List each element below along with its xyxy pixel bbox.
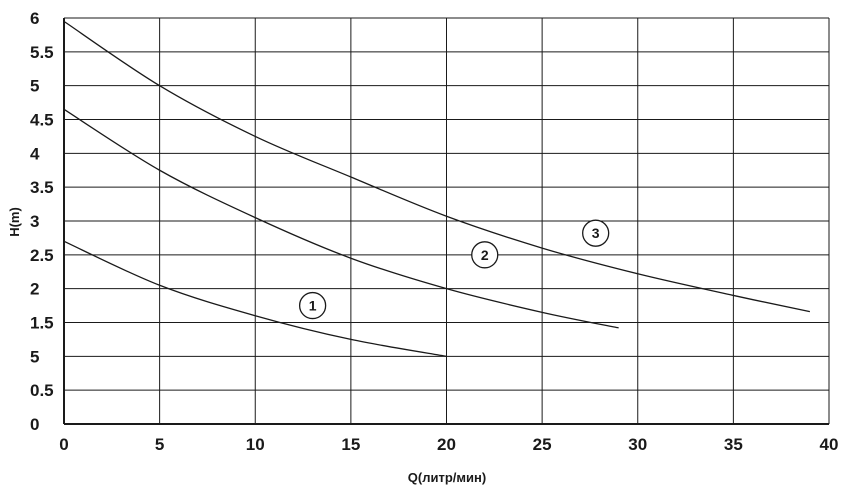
series-marker-circle-1 <box>298 291 327 320</box>
x-tick-label: 30 <box>628 435 647 454</box>
y-tick-label: 3 <box>30 212 39 231</box>
series-marker-label-1: 1 <box>309 298 317 314</box>
y-axis-title: H(m) <box>7 207 22 237</box>
y-tick-label: 1.5 <box>30 314 54 333</box>
series-marker-circle-3 <box>582 219 610 247</box>
series-markers: 1 2 3 <box>298 219 610 320</box>
x-tick-label: 10 <box>246 435 265 454</box>
x-tick-label: 20 <box>437 435 456 454</box>
series-line-1 <box>63 240 447 357</box>
y-tick-label: 4 <box>30 144 40 163</box>
axes <box>63 18 829 425</box>
x-tick-label: 5 <box>155 435 164 454</box>
y-tick-labels: 0 0.5 5 1.5 2 2.5 3 3.5 4 4.5 5 5.5 6 <box>30 9 54 434</box>
y-tick-label: 5 <box>30 347 39 366</box>
y-tick-label: 2.5 <box>30 246 54 265</box>
x-tick-label: 35 <box>724 435 743 454</box>
y-tick-label: 0 <box>30 415 39 434</box>
x-tick-labels: 0 5 10 15 20 25 30 35 40 <box>59 435 838 454</box>
series-line-3 <box>63 20 811 313</box>
grid-lines <box>63 17 830 425</box>
series-marker-label-3: 3 <box>592 225 600 241</box>
x-tick-label: 40 <box>820 435 839 454</box>
x-tick-label: 15 <box>341 435 360 454</box>
y-tick-label: 2 <box>30 280 39 299</box>
y-tick-label: 4.5 <box>30 111 54 130</box>
x-tick-label: 25 <box>533 435 552 454</box>
x-axis-title: Q(литр/мин) <box>408 470 486 485</box>
y-tick-label: 5 <box>30 77 39 96</box>
series-marker-label-2: 2 <box>481 247 489 263</box>
series-lines <box>63 20 811 357</box>
y-tick-label: 3.5 <box>30 178 54 197</box>
y-tick-label: 5.5 <box>30 43 54 62</box>
y-tick-label: 0.5 <box>30 381 54 400</box>
x-tick-label: 0 <box>59 435 68 454</box>
y-tick-label: 6 <box>30 9 39 28</box>
series-line-2 <box>63 108 619 329</box>
series-marker-circle-2 <box>471 241 499 269</box>
